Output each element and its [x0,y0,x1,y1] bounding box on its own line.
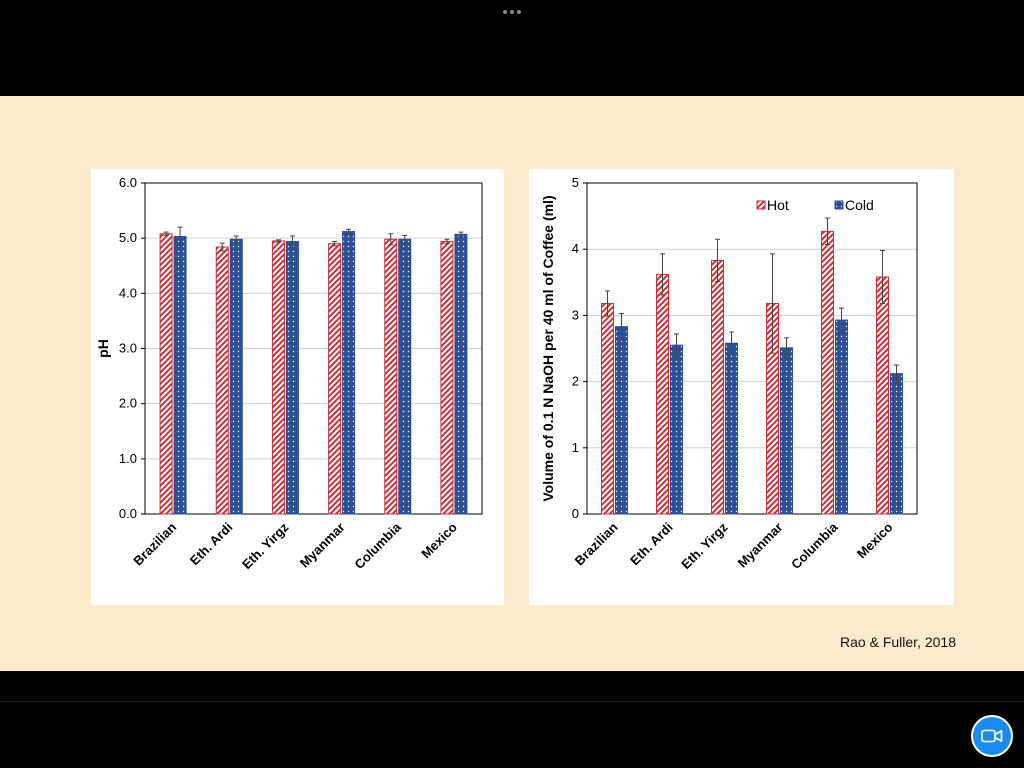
bar-hot [328,243,342,515]
legend-swatch-cold [834,200,844,210]
bar-cold [454,233,468,515]
bar-hot [601,302,614,515]
y-tick-label: 3 [572,307,579,322]
y-axis-title: Volume of 0.1 N NaOH per 40 ml of Coffee… [540,195,556,501]
bottom-divider [0,701,1024,702]
bar-cold [615,326,628,515]
bar-hot [440,240,454,515]
bar-cold [173,236,187,515]
bar-cold [780,347,793,515]
plot-frame [586,182,918,515]
y-tick-label: 6.0 [119,175,137,190]
legend: Hot Cold [756,197,874,213]
category-label: Brazilian [130,519,179,568]
bar-hot [159,233,173,515]
bar-cold [285,240,299,515]
y-tick-label: 2 [572,374,579,389]
bar-cold [342,231,356,515]
bar-hot [711,259,724,515]
bar-cold [670,344,683,515]
bar-hot [215,246,229,515]
y-tick-label: 5.0 [119,230,137,245]
bar-cold [229,238,243,515]
category-label: Myanmar [297,520,348,571]
y-tick-label: 1.0 [119,451,137,466]
bar-hot [271,240,285,515]
legend-swatch-hot [756,200,766,210]
video-camera-icon [981,729,1003,743]
y-tick-label: 0 [572,506,579,521]
bar-cold [890,373,903,515]
more-dots-icon[interactable] [500,7,524,17]
legend-label: Hot [767,197,789,213]
bar-hot [876,276,889,515]
ph-chart: 0.0 1.0 2.0 3.0 4.0 5.0 6.0 pH Brazilian Eth. Ard… [95,175,483,572]
y-tick-label: 0.0 [119,506,137,521]
bar-cold [725,342,738,515]
y-tick-label: 5 [572,175,579,190]
y-axis-title: pH [95,339,111,358]
y-tick-label: 1 [572,440,579,455]
category-label: Eth. Yirgz [239,519,292,572]
naoh-chart-panel: 0 1 2 3 4 5 Volume of 0.1 N NaOH per 40 ml of … [529,169,954,605]
category-label: Eth. Ardi [187,520,236,569]
naoh-chart: 0 1 2 3 4 5 Volume of 0.1 N NaOH per 40 ml of … [540,175,918,572]
y-tick-label: 4.0 [119,285,137,300]
bar-cold [835,319,848,515]
video-camera-button[interactable] [971,715,1013,757]
y-tick-label: 2.0 [119,396,137,411]
category-label: Mexico [854,519,896,561]
ph-chart-panel: 0.0 1.0 2.0 3.0 4.0 5.0 6.0 pH Brazilian Eth. Ard… [91,169,504,605]
citation: Rao & Fuller, 2018 [840,634,956,650]
legend-label: Cold [845,197,874,213]
category-label: Brazilian [572,519,621,568]
slide: 0.0 1.0 2.0 3.0 4.0 5.0 6.0 pH Brazilian Eth. Ard… [0,96,1024,671]
y-tick-label: 4 [572,241,579,256]
plot-frame [144,182,483,515]
category-label: Columbia [351,519,404,572]
y-tick-label: 3.0 [119,341,137,356]
bar-cold [398,238,412,515]
category-label: Eth. Yirgz [678,519,731,572]
category-label: Mexico [418,519,460,561]
category-label: Myanmar [735,520,786,571]
bar-hot [656,273,669,515]
category-label: Columbia [788,519,841,572]
bar-hot [821,230,834,515]
category-label: Eth. Ardi [627,520,676,569]
bar-hot [384,238,398,515]
